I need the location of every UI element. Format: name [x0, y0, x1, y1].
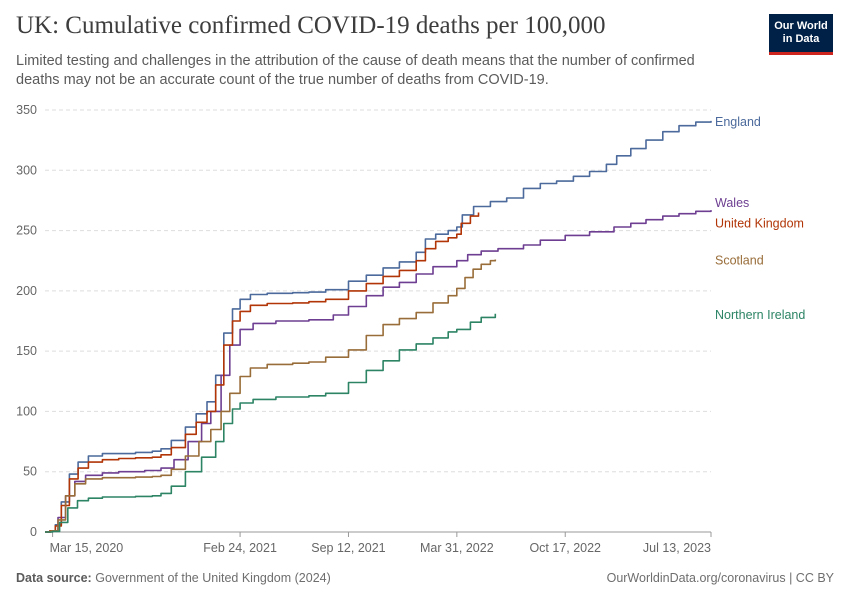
series-line-united-kingdom	[45, 212, 480, 533]
series-label: Scotland	[715, 254, 764, 268]
footer-link[interactable]: OurWorldinData.org/coronavirus | CC BY	[606, 571, 834, 585]
series-label: United Kingdom	[715, 216, 804, 230]
x-tick-label: Mar 31, 2022	[420, 541, 494, 555]
y-tick-label: 150	[16, 344, 37, 358]
owid-logo[interactable]: Our World in Data	[769, 14, 833, 55]
series-label: Wales	[715, 196, 749, 210]
series-line-northern-ireland	[45, 313, 497, 533]
x-tick-label: Feb 24, 2021	[203, 541, 277, 555]
y-tick-label: 300	[16, 163, 37, 177]
footer-source: Data source: Government of the United Ki…	[16, 571, 331, 585]
x-tick-label: Oct 17, 2022	[529, 541, 601, 555]
series-line-scotland	[45, 259, 497, 533]
logo-line-1: Our World	[774, 20, 828, 32]
series-line-wales	[45, 210, 712, 533]
y-tick-label: 100	[16, 404, 37, 418]
y-tick-label: 0	[30, 525, 37, 539]
footer-source-text[interactable]: Government of the United Kingdom (2024)	[95, 571, 331, 585]
y-tick-label: 250	[16, 224, 37, 238]
y-tick-label: 350	[16, 103, 37, 117]
series-label: Northern Ireland	[715, 308, 805, 322]
series-line-england	[45, 120, 712, 533]
chart-subtitle: Limited testing and challenges in the at…	[16, 53, 695, 88]
x-tick-label: Mar 15, 2020	[50, 541, 124, 555]
y-tick-label: 200	[16, 284, 37, 298]
logo-line-2: in Data	[782, 33, 820, 45]
series-label: England	[715, 115, 761, 129]
footer-source-label: Data source:	[16, 571, 92, 585]
x-tick-label: Sep 12, 2021	[311, 541, 385, 555]
chart-title: UK: Cumulative confirmed COVID-19 deaths…	[16, 12, 606, 39]
x-tick-label: Jul 13, 2023	[643, 541, 711, 555]
y-tick-label: 50	[23, 465, 37, 479]
